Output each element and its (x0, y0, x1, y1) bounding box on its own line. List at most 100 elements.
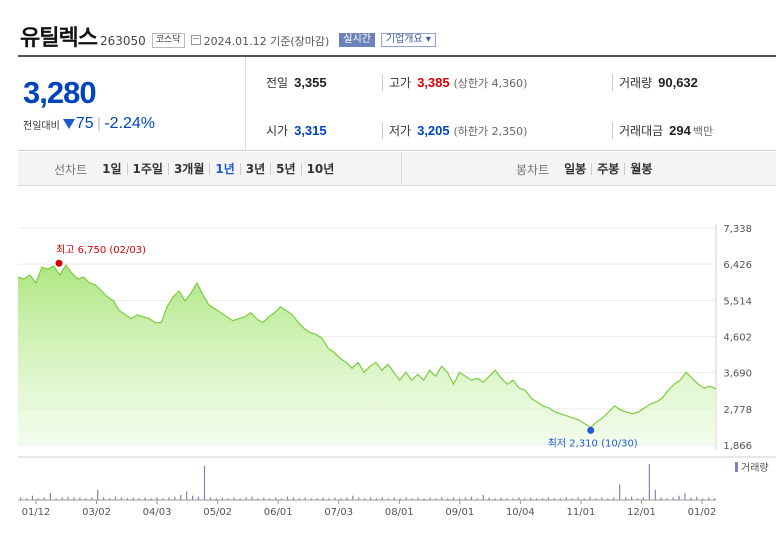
volume-bar (524, 498, 526, 500)
volume-bar (613, 497, 615, 500)
volume-bar (387, 498, 389, 500)
volume-bar (470, 496, 472, 500)
volume-legend-label: 거래량 (741, 462, 769, 474)
tab-3m[interactable]: 3개월 (167, 163, 209, 175)
company-info-button[interactable]: 기업개요 ▾ (380, 33, 436, 47)
volume-bar (346, 497, 348, 500)
volume-bar (192, 495, 194, 500)
volume-bar (500, 497, 502, 500)
tabs-divider (401, 152, 402, 186)
volume-bar (542, 498, 544, 500)
volume-bar (269, 498, 271, 500)
x-tick-label: 03/02 (82, 507, 111, 518)
volume-bar (304, 497, 306, 500)
line-chart-tabs: 선차트 1일 1주일 3개월 1년 3년 5년 10년 (54, 152, 339, 186)
volume-bar (441, 497, 443, 500)
volume-label: 거래량 (619, 76, 653, 90)
x-axis: 01/12 03/02 04/03 05/02 06/01 07/03 08/01 09/01… (22, 500, 716, 518)
x-tick-label: 05/02 (203, 507, 232, 518)
volume-bar (678, 495, 680, 500)
volume-bar (393, 497, 395, 500)
y-axis: 7,338 6,426 5,514 4,602 3,690 2,778 1,866 (723, 224, 752, 452)
trade-amount: 거래대금 294 백만 (612, 122, 713, 139)
tab-1d[interactable]: 1일 (102, 162, 122, 176)
volume-bar (156, 497, 158, 500)
price-summary: 3,280 전일대비 75 | -2.24% (18, 57, 246, 151)
price-area (17, 264, 717, 445)
volume-bar (690, 497, 692, 500)
volume-bar (381, 497, 383, 500)
chevron-down-icon: ▾ (425, 34, 431, 45)
volume-bar (292, 497, 295, 500)
volume-bar (696, 496, 698, 500)
amount-unit: 백만 (692, 125, 714, 138)
volume-value: 90,632 (658, 75, 698, 90)
volume-bar (275, 497, 277, 500)
annotations: 최고 6,750 (02/03) 최저 2,310 (10/30) (55, 244, 638, 449)
volume-bar (162, 498, 164, 500)
company-info-label: 기업개요 (385, 34, 423, 45)
tab-10y[interactable]: 10년 (300, 163, 340, 175)
volume-bar (464, 497, 467, 500)
volume-bar (114, 496, 117, 500)
volume-bar (370, 497, 372, 500)
x-tick-label: 04/03 (143, 507, 172, 518)
volume-bar (103, 497, 105, 500)
tab-weekly[interactable]: 주봉 (591, 163, 624, 175)
realtime-button[interactable]: 실시간 (339, 33, 375, 47)
volume-bar (565, 497, 567, 500)
volume-bar (328, 498, 330, 500)
tab-1w[interactable]: 1주일 (126, 163, 168, 175)
amount-label: 거래대금 (619, 124, 664, 138)
volume-bar (607, 498, 609, 500)
y-tick-label: 3,690 (723, 369, 752, 380)
volume-bar (429, 497, 431, 500)
low-label: 저가 (389, 124, 412, 138)
y-tick-label: 2,778 (723, 405, 752, 416)
volume-bar (263, 497, 265, 500)
volume-bar (506, 498, 508, 500)
volume-bar (488, 497, 490, 500)
lower-limit: (하한가 2,350) (453, 125, 528, 138)
candle-chart-label: 봉차트 (516, 162, 550, 177)
price-area-fill (18, 265, 716, 445)
change-label: 전일대비 (23, 120, 60, 132)
prev-close-label: 전일 (266, 76, 289, 90)
high-label: 고가 (389, 76, 412, 90)
volume-bar (97, 489, 99, 500)
volume-bar (648, 464, 650, 500)
volume-bar (547, 497, 550, 500)
volume-bar (298, 498, 300, 500)
volume-bar (138, 498, 140, 500)
tab-3y[interactable]: 3년 (239, 163, 270, 175)
volume-bar (109, 498, 111, 500)
volume-bar (595, 498, 597, 500)
volume-bar (91, 497, 93, 500)
volume-bar (316, 498, 318, 500)
volume-bar (660, 497, 662, 500)
tab-daily[interactable]: 일봉 (564, 162, 587, 176)
volume-bar (714, 498, 716, 500)
volume-bar (423, 498, 425, 500)
tab-5y[interactable]: 5년 (270, 163, 300, 175)
volume-bar (180, 494, 182, 500)
volume-bar (126, 498, 128, 500)
min-point (587, 426, 595, 434)
open-value: 3,315 (294, 123, 327, 138)
y-tick-label: 1,866 (723, 441, 752, 452)
volume-bar (85, 498, 87, 500)
volume-bar (150, 498, 152, 500)
tab-monthly[interactable]: 월봉 (624, 163, 657, 175)
tab-1y[interactable]: 1년 (209, 163, 239, 175)
volume-bar (257, 498, 259, 500)
volume-bar (684, 493, 686, 500)
volume-bar (435, 498, 437, 500)
volume-bar (322, 497, 324, 500)
y-tick-label: 6,426 (723, 260, 752, 271)
volume-bar (239, 498, 241, 500)
stock-header: 유틸렉스 263050 코스닥 2024.01.12 기준(장마감) 실시간 기… (20, 20, 436, 51)
volume: 거래량 90,632 (612, 74, 698, 91)
as-of-date: 2024.01.12 기준(장마감) (203, 35, 330, 48)
volume-bar (536, 498, 538, 500)
